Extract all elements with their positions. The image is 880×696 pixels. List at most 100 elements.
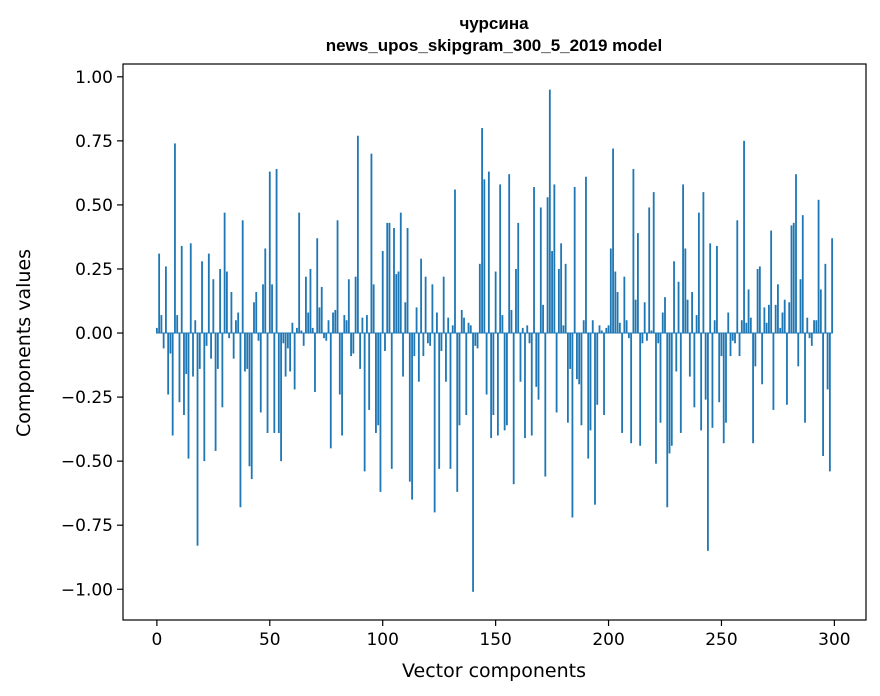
bar — [510, 309, 513, 334]
bar — [616, 292, 619, 334]
bar — [155, 327, 158, 334]
bar — [761, 333, 764, 385]
bar — [670, 333, 673, 446]
bar — [277, 333, 280, 433]
bar — [679, 333, 682, 433]
bar — [652, 192, 655, 334]
bar — [176, 315, 179, 334]
bar — [219, 268, 222, 334]
bar — [431, 284, 434, 334]
bar — [343, 315, 346, 334]
bar — [408, 333, 411, 482]
bar — [194, 320, 197, 334]
bar — [566, 333, 569, 423]
bar — [585, 176, 587, 334]
bar — [772, 333, 775, 410]
bar — [637, 233, 639, 334]
bar — [641, 333, 644, 344]
bar — [329, 333, 332, 449]
bar — [350, 333, 352, 357]
bar — [160, 315, 163, 334]
bar — [539, 207, 542, 334]
bar — [576, 333, 578, 380]
bar — [390, 333, 393, 469]
bar — [605, 327, 608, 334]
bar — [569, 333, 572, 369]
bar — [767, 304, 770, 334]
bar — [483, 179, 486, 334]
bar — [526, 325, 529, 334]
bar — [377, 333, 380, 426]
bar — [300, 330, 303, 334]
bar — [758, 266, 761, 334]
bar — [555, 333, 558, 413]
bar — [359, 333, 362, 369]
bar — [781, 312, 784, 334]
bar — [325, 333, 328, 341]
bar — [623, 276, 626, 334]
bar — [614, 271, 617, 334]
bar — [664, 297, 666, 334]
bar — [422, 333, 425, 357]
bar — [792, 222, 795, 334]
bar — [225, 271, 228, 334]
bar — [178, 333, 181, 403]
bar — [659, 333, 662, 423]
bar — [316, 238, 319, 334]
bar — [639, 333, 642, 446]
bar — [469, 325, 472, 334]
bar — [352, 333, 355, 354]
bar — [506, 333, 508, 426]
bar — [436, 312, 438, 334]
bars-group — [155, 89, 834, 592]
bar — [711, 333, 714, 428]
bar — [700, 333, 703, 431]
bar — [777, 284, 779, 334]
bar — [332, 312, 334, 334]
bar — [578, 333, 581, 385]
bar — [221, 333, 224, 408]
bar — [693, 333, 696, 408]
bar — [214, 333, 217, 451]
bar — [368, 333, 371, 410]
bar — [246, 333, 249, 369]
bar — [542, 304, 544, 334]
bar — [831, 238, 834, 334]
bar — [327, 320, 330, 334]
bar — [379, 333, 382, 492]
bar — [311, 327, 314, 334]
bar — [713, 320, 716, 334]
bar — [366, 315, 368, 334]
bar — [201, 261, 203, 334]
x-axis: 0 50 100 150 200 250 300 — [151, 620, 851, 650]
x-axis-label: Vector components — [402, 660, 586, 682]
bar — [356, 135, 359, 334]
bar — [275, 169, 278, 334]
bar — [429, 333, 432, 346]
bar — [284, 333, 287, 377]
bar — [503, 333, 506, 431]
bar — [747, 289, 750, 334]
bar — [286, 333, 289, 349]
bar — [824, 263, 827, 334]
bar — [282, 333, 285, 344]
bar — [372, 284, 375, 334]
bar — [519, 333, 522, 382]
bar — [467, 322, 470, 334]
bar — [627, 333, 630, 339]
bar — [582, 320, 585, 334]
bar — [268, 171, 271, 334]
y-axis: 1.00 0.75 0.50 0.25 0.00 −0.25 −0.50 −0.75 −1.00 — [61, 68, 123, 600]
bar — [668, 333, 671, 454]
bar — [544, 333, 547, 477]
bar — [456, 333, 459, 492]
bar — [167, 333, 170, 395]
bar — [264, 248, 267, 334]
bar — [223, 212, 226, 334]
bar — [600, 330, 603, 334]
bar — [743, 140, 745, 334]
bar — [171, 333, 174, 436]
bar — [478, 263, 481, 334]
bar — [440, 333, 443, 351]
y-tick-label: −0.75 — [61, 516, 113, 536]
